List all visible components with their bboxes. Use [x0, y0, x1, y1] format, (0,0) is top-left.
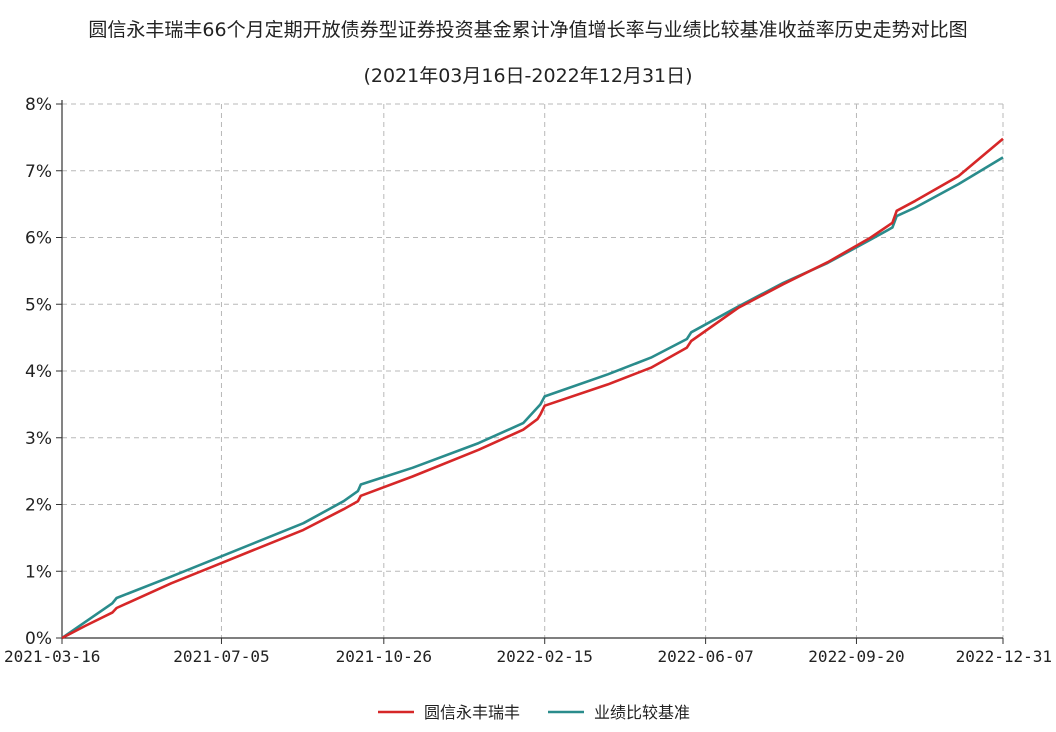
y-tick-label: 2% — [25, 496, 52, 516]
chart-subtitle: (2021年03月16日-2022年12月31日) — [363, 65, 692, 87]
grid-lines — [62, 103, 1004, 638]
legend-label-0: 圆信永丰瑞丰 — [424, 703, 520, 722]
x-tick-label: 2022-09-20 — [808, 647, 904, 666]
x-axis-ticks: 2021-03-16 2021-07-05 2021-10-26 2022-02-15… — [4, 647, 1052, 666]
series-line-1 — [61, 156, 1004, 640]
x-tick-label: 2021-03-16 — [4, 647, 100, 666]
y-tick-label: 8% — [25, 95, 52, 115]
x-tick-label: 2022-12-31 — [956, 647, 1052, 666]
y-tick-label: 0% — [25, 629, 52, 649]
y-tick-label: 5% — [25, 295, 52, 315]
x-tick-label: 2022-02-15 — [497, 647, 593, 666]
x-tick-label: 2021-10-26 — [336, 647, 432, 666]
series-line-0 — [61, 137, 1004, 640]
y-tick-label: 1% — [25, 562, 52, 582]
x-tick-label: 2021-07-05 — [173, 647, 269, 666]
axes — [56, 100, 1004, 644]
y-axis-ticks: 0% 1% 2% 3% 4% 5% 6% 7% 8% — [25, 95, 52, 649]
y-tick-label: 3% — [25, 429, 52, 449]
series-lines — [61, 137, 1004, 640]
chart-title: 圆信永丰瑞丰66个月定期开放债券型证券投资基金累计净值增长率与业绩比较基准收益率… — [88, 19, 967, 41]
legend: 圆信永丰瑞丰 业绩比较基准 — [378, 703, 690, 722]
y-tick-label: 7% — [25, 162, 52, 182]
legend-label-1: 业绩比较基准 — [594, 703, 690, 722]
y-tick-label: 6% — [25, 229, 52, 249]
y-tick-label: 4% — [25, 362, 52, 382]
x-tick-label: 2022-06-07 — [657, 647, 753, 666]
